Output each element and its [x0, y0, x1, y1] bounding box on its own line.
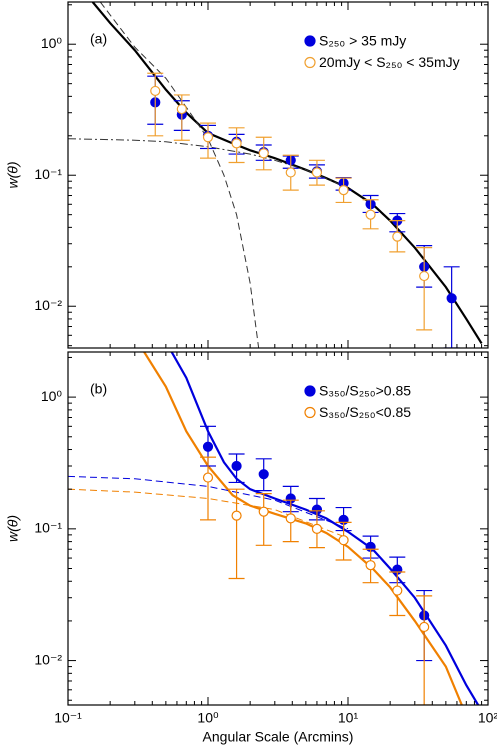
y-axis-label: w(θ) — [5, 161, 21, 188]
y-tick-label: 10⁻² — [34, 651, 62, 667]
legend-label: 20mJy < S₂₅₀ < 35mJy — [319, 54, 460, 70]
x-tick-label: 10¹ — [338, 710, 359, 726]
data-point — [258, 148, 269, 159]
data-point — [202, 472, 214, 483]
y-tick-label: 10⁰ — [41, 35, 63, 51]
model-curve — [68, 488, 349, 539]
y-tick-label: 10⁰ — [41, 388, 63, 404]
plot-frame — [67, 1, 489, 349]
data-point — [231, 138, 242, 149]
legend-marker — [304, 35, 316, 47]
data-point — [419, 270, 430, 282]
data-point — [338, 535, 349, 546]
data-point — [392, 231, 403, 242]
data-point — [365, 560, 376, 571]
data-point — [446, 293, 457, 304]
x-tick-label: 10⁰ — [197, 710, 219, 726]
y-tick-label: 10⁻² — [34, 297, 62, 313]
data-point — [392, 585, 403, 596]
data-point — [311, 523, 323, 534]
data-point — [231, 460, 242, 472]
data-point — [176, 103, 187, 115]
y-axis-label: w(θ) — [5, 515, 21, 542]
model-curve — [143, 352, 463, 705]
data-point — [285, 167, 296, 178]
data-point — [202, 441, 214, 452]
model-curve — [68, 475, 349, 530]
plot-frame — [67, 351, 489, 706]
x-tick-label: 10⁻¹ — [54, 710, 82, 726]
data-point — [202, 132, 214, 143]
legend-label: S₃₅₀/S₂₅₀>0.85 — [319, 383, 411, 399]
legend-label: S₂₅₀ > 35 mJy — [319, 33, 406, 49]
y-tick-label: 10⁻¹ — [34, 166, 62, 182]
data-point — [150, 85, 161, 97]
legend-marker — [304, 56, 316, 69]
panel-label: (a) — [90, 31, 107, 47]
data-point — [419, 621, 430, 633]
legend-label: S₃₅₀/S₂₅₀<0.85 — [319, 404, 411, 420]
model-curve — [99, 2, 260, 348]
plot-area — [68, 2, 483, 348]
data-point — [285, 513, 296, 524]
data-point — [311, 167, 323, 178]
plot-area — [68, 352, 480, 705]
data-point — [365, 209, 376, 220]
legend-marker — [304, 385, 316, 397]
data-point — [231, 510, 242, 521]
model-curve — [68, 138, 349, 189]
x-axis-label: Angular Scale (Arcmins) — [203, 729, 354, 745]
x-tick-label: 10² — [478, 710, 497, 726]
legend-marker — [304, 406, 316, 419]
data-point — [258, 469, 269, 480]
data-point — [338, 184, 349, 196]
panel-label: (b) — [90, 381, 107, 397]
y-tick-label: 10⁻¹ — [34, 520, 62, 536]
data-point — [258, 506, 269, 517]
